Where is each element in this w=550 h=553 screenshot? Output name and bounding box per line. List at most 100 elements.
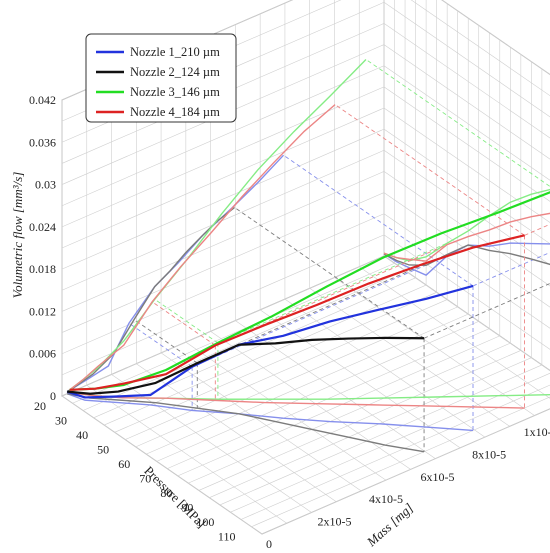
x-tick-label: 50 bbox=[97, 443, 109, 457]
grid-back-z bbox=[383, 171, 550, 287]
series-drop-line bbox=[234, 207, 425, 339]
grid-floor-x bbox=[188, 342, 511, 484]
series-drop-line bbox=[151, 301, 216, 346]
z-tick-label: 0.03 bbox=[35, 178, 56, 192]
grid-floor-x bbox=[72, 262, 395, 404]
legend: Nozzle 1_210 µm Nozzle 2_124 µm Nozzle 3_1… bbox=[85, 33, 237, 123]
legend-label: Nozzle 4_184 µm bbox=[130, 105, 220, 119]
grid-floor-y bbox=[334, 277, 535, 416]
grid-floor-x bbox=[103, 284, 427, 426]
series-drop-line bbox=[191, 255, 448, 368]
series-back-projection bbox=[383, 188, 550, 262]
z-tick-label: 0.042 bbox=[29, 93, 56, 107]
grid-floor-y bbox=[210, 331, 411, 470]
x-tick-label: 100 bbox=[196, 515, 214, 529]
grid-floor-x bbox=[135, 306, 458, 448]
z-tick-label: 0 bbox=[50, 389, 56, 403]
grid-back-z bbox=[383, 2, 550, 118]
y-axis-title: Mass [mg] bbox=[363, 500, 416, 550]
series-line bbox=[69, 234, 525, 391]
y-tick-label: 0 bbox=[266, 537, 272, 551]
series-lines bbox=[66, 191, 550, 399]
series-side-projection bbox=[66, 206, 236, 393]
grid-floor-y bbox=[136, 363, 337, 502]
grid-floor-y bbox=[284, 298, 486, 438]
grid-floor-x bbox=[209, 357, 532, 498]
grid-side-z bbox=[61, 150, 385, 291]
grid-back-z bbox=[383, 192, 550, 308]
z-axis-title: Volumetric flow [mm³/s] bbox=[10, 172, 25, 299]
grid-floor-x bbox=[198, 350, 521, 491]
grid-floor-y bbox=[160, 352, 362, 492]
grid-floor-x bbox=[240, 384, 550, 520]
series-drop-line bbox=[423, 282, 550, 339]
x-tick-label: 70 bbox=[139, 472, 151, 486]
grid-back-z bbox=[383, 107, 550, 223]
y-tick-label: 8x10-5 bbox=[472, 447, 506, 461]
z-tick-label: 0.018 bbox=[29, 262, 56, 276]
flow-tick-labels: 0 0.006 0.012 0.018 0.024 0.03 0.036 0.042 bbox=[29, 93, 56, 403]
grid-side-z bbox=[61, 171, 385, 312]
series-back-projection bbox=[383, 212, 550, 262]
grid-floor-y bbox=[185, 341, 387, 481]
grid-floor-y bbox=[309, 288, 510, 427]
grid-back-z bbox=[410, 0, 550, 97]
series-drop-line bbox=[154, 298, 219, 344]
x-tick-label: 80 bbox=[160, 486, 172, 500]
legend-label: Nozzle 1_210 µm bbox=[130, 45, 220, 59]
series-drop-line bbox=[283, 154, 474, 287]
series-drop-line bbox=[365, 59, 550, 187]
grid-floor-x bbox=[156, 321, 479, 462]
z-tick-label: 0.024 bbox=[29, 220, 56, 234]
grid-side-z bbox=[61, 255, 385, 397]
grid-back-z bbox=[383, 86, 550, 202]
x-tick-label: 20 bbox=[34, 399, 46, 413]
grid-side-z bbox=[61, 86, 385, 228]
series-drop-line bbox=[524, 223, 550, 236]
y-tick-label: 4x10-5 bbox=[369, 492, 403, 506]
grid-side-z bbox=[61, 192, 385, 333]
series-line bbox=[67, 336, 425, 395]
series-drop-line bbox=[133, 319, 198, 364]
y-tick-label: 2x10-5 bbox=[318, 515, 352, 529]
series-back-projection bbox=[383, 244, 550, 267]
x-tick-label: 110 bbox=[218, 530, 236, 544]
z-tick-label: 0.012 bbox=[29, 304, 56, 318]
grid-back-z bbox=[383, 128, 550, 245]
series-floor-projection bbox=[67, 393, 425, 453]
grid-side-z bbox=[61, 128, 385, 270]
grid-floor-y bbox=[86, 384, 287, 524]
grid-floor-x bbox=[177, 335, 500, 477]
grid-floor-x bbox=[219, 364, 543, 506]
x-tick-label: 60 bbox=[118, 457, 130, 471]
grid-back-z bbox=[383, 44, 550, 160]
grid-floor-x bbox=[251, 396, 550, 528]
series-side-projection bbox=[69, 104, 336, 391]
legend-label: Nozzle 3_146 µm bbox=[130, 85, 220, 99]
grid-side-z bbox=[61, 107, 385, 249]
x-tick-label: 40 bbox=[76, 428, 88, 442]
grid-side-z bbox=[61, 213, 385, 354]
legend-box bbox=[85, 33, 237, 123]
series-drop-line bbox=[128, 322, 193, 368]
grid-back-z bbox=[383, 213, 550, 329]
grid-back-z bbox=[383, 23, 550, 139]
grid-back-z bbox=[383, 65, 550, 181]
grid-floor-x bbox=[261, 408, 550, 535]
legend-label: Nozzle 2_124 µm bbox=[130, 65, 220, 79]
z-tick-label: 0.006 bbox=[29, 347, 56, 361]
grid-floor-y bbox=[359, 266, 550, 399]
z-tick-label: 0.036 bbox=[29, 135, 56, 149]
grid-side-z bbox=[61, 65, 385, 206]
grid-floor-x bbox=[114, 292, 437, 433]
x-tick-label: 30 bbox=[55, 414, 67, 428]
grid-back-z bbox=[441, 0, 550, 75]
grid-back-z bbox=[383, 255, 550, 371]
grid-floor-y bbox=[61, 395, 263, 535]
x-tick-label: 90 bbox=[181, 501, 193, 515]
grid-floor-x bbox=[125, 299, 448, 440]
y-tick-label: 6x10-5 bbox=[421, 470, 455, 484]
y-tick-label: 1x10-4 bbox=[524, 425, 550, 439]
